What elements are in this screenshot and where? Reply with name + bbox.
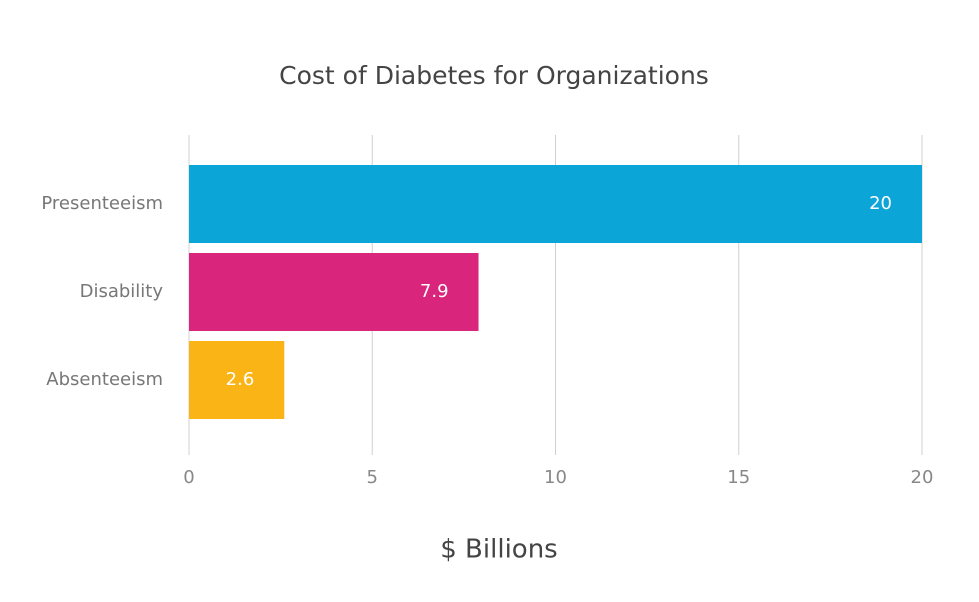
bar [189,165,922,243]
x-tick-label: 20 [911,467,934,488]
bar [189,341,285,419]
y-tick-label: Presenteeism [41,193,163,214]
y-tick-label: Absenteeism [46,369,163,390]
x-tick-label: 15 [727,467,750,488]
data-label: 2.6 [226,369,255,390]
x-tick-label: 0 [183,467,194,488]
x-tick-label: 10 [544,467,567,488]
chart-title: Cost of Diabetes for Organizations [279,61,709,90]
data-label: 7.9 [420,281,449,302]
bar [189,253,479,331]
y-tick-label: Disability [80,281,164,302]
x-tick-label: 5 [367,467,378,488]
x-axis-label: $ Billions [440,535,557,565]
data-label: 20 [869,193,892,214]
